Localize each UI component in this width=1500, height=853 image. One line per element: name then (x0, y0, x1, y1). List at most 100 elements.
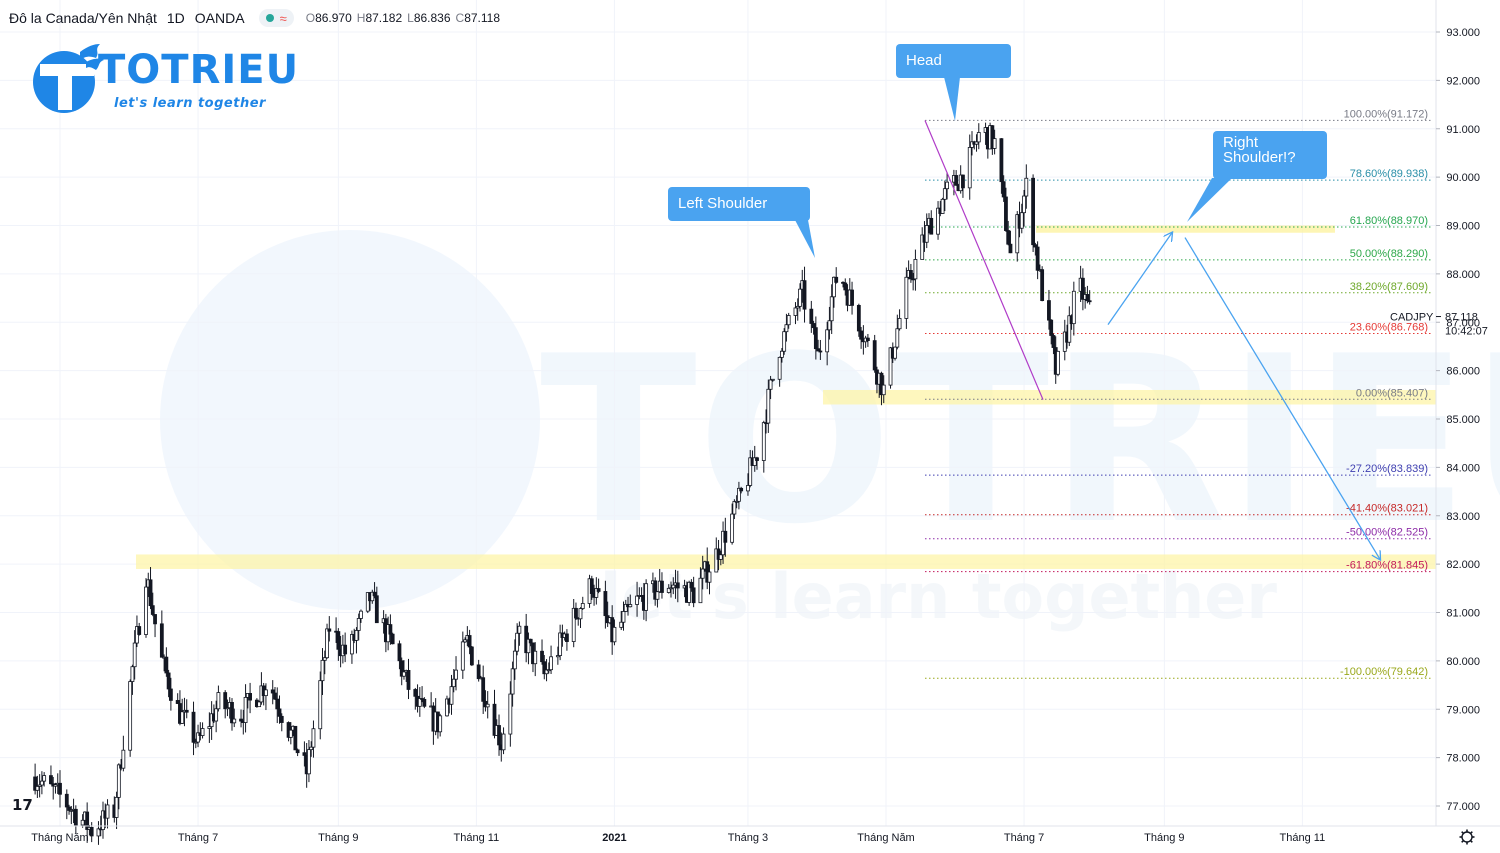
candle-body (350, 634, 354, 655)
candle-body (811, 323, 816, 329)
timeframe[interactable]: 1D (166, 10, 185, 26)
candle-body (273, 692, 277, 700)
candle-body (413, 689, 418, 697)
candle-body (356, 618, 361, 631)
candle-body (449, 686, 454, 705)
candle-body (655, 591, 660, 600)
support-zone-82 (136, 554, 1436, 569)
price-tick-label: 87.000 (1446, 317, 1480, 329)
candle-body (825, 329, 830, 353)
candle-body (288, 729, 293, 738)
candle-body (698, 577, 703, 604)
candle-body (612, 626, 617, 643)
candle-body (594, 588, 599, 598)
candle-body (818, 350, 823, 353)
candle-body (89, 826, 94, 837)
candle-body (492, 703, 497, 736)
candle-body (39, 780, 44, 786)
pattern-drawings[interactable] (924, 120, 1380, 560)
data-source: OANDA (194, 10, 245, 26)
candle-body (784, 324, 789, 333)
candle-body (58, 782, 62, 795)
candle-body (881, 384, 886, 396)
candle-body (73, 808, 78, 826)
candle-body (795, 305, 800, 309)
candle-body (359, 610, 363, 619)
candle-body (148, 579, 153, 607)
candle-body (508, 693, 513, 735)
candle-body (533, 650, 538, 665)
candle-body (936, 207, 940, 235)
tilde-icon: ≈ (279, 10, 287, 26)
candle-body (802, 280, 807, 310)
candle-body (578, 608, 583, 620)
candle-body (1071, 290, 1076, 325)
candle-body (542, 661, 547, 675)
candle-body (843, 282, 848, 291)
market-status-pill[interactable]: ≈ (258, 9, 294, 27)
candle-body (558, 632, 563, 656)
candle-body (101, 810, 105, 830)
candle-body (809, 308, 814, 324)
candle-body (37, 784, 42, 787)
last-price-label: 87.118 (1445, 312, 1478, 324)
candle-body (180, 711, 185, 724)
candle-body (49, 775, 53, 785)
candle-body (924, 225, 929, 243)
candle-body (96, 828, 101, 837)
candle-body (451, 678, 456, 688)
candle-body (1001, 181, 1006, 198)
candle-body (132, 642, 137, 668)
candle-body (782, 331, 787, 352)
tradingview-logo-icon[interactable]: 17 (12, 796, 33, 814)
callout-box (1213, 131, 1327, 179)
candle-body (225, 707, 230, 710)
candle-body (128, 681, 133, 751)
candle-body (528, 638, 533, 644)
symbol-header[interactable]: Đô la Canada/Yên Nhật 1D OANDA ≈ O86.970… (9, 8, 505, 28)
candle-body (153, 614, 157, 625)
candle-body (666, 587, 671, 593)
candle-body (318, 680, 323, 730)
price-tick-label: 88.000 (1446, 269, 1480, 281)
head-callout: Head (896, 44, 1011, 121)
candle-body (406, 670, 411, 690)
candle-body (481, 677, 486, 702)
time-tick-label: Tháng 11 (454, 832, 500, 844)
candle-body (275, 698, 280, 710)
candle-body (438, 715, 443, 733)
candle-body (399, 660, 404, 677)
candle-body (644, 583, 649, 611)
candle-body (365, 592, 370, 612)
candle-body (786, 315, 791, 326)
candle-body (390, 633, 395, 645)
callout-text: Left Shoulder (678, 195, 767, 212)
candle-body (1006, 230, 1011, 245)
symbol-name[interactable]: Đô la Canada/Yên Nhật (9, 10, 157, 26)
fib-level-label: 50.00%(88.290) (1350, 248, 1428, 260)
candle-body (635, 595, 639, 605)
fib-level-label: 23.60%(86.768) (1350, 321, 1428, 333)
fibonacci-extension[interactable]: 100.00%(91.172) 78.60%(89.938) 61.80%(88.9… (925, 108, 1432, 679)
candle-body (402, 671, 406, 677)
fib-level-label: 61.80%(88.970) (1350, 215, 1428, 227)
price-tick-label: 79.000 (1446, 704, 1480, 716)
candle-body (307, 749, 311, 775)
candle-body (723, 530, 728, 543)
support-zone-85 (823, 389, 1436, 405)
candle-body (277, 708, 282, 717)
candle-body (1085, 294, 1090, 302)
candle-body (734, 500, 739, 503)
candle-body (230, 702, 234, 724)
candle-body (422, 698, 427, 707)
time-tick-label: Tháng Năm (31, 832, 88, 844)
candle-body (243, 696, 248, 723)
price-tick-label: 85.000 (1446, 414, 1480, 426)
price-tick-label: 81.000 (1446, 608, 1480, 620)
candle-body (954, 175, 959, 186)
candle-body (184, 709, 189, 713)
